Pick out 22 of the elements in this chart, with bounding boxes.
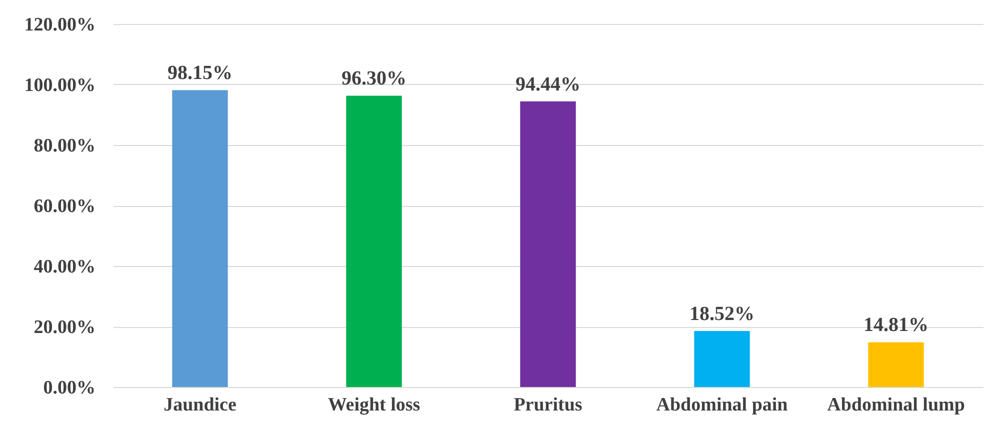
y-tick-label: 100.00% <box>24 75 96 96</box>
x-tick-label: Pruritus <box>514 394 582 416</box>
y-tick-label: 80.00% <box>34 136 96 156</box>
y-tick-label: 20.00% <box>34 317 96 338</box>
bar <box>694 330 750 387</box>
y-tick-label: 60.00% <box>34 196 96 217</box>
x-tick-label: Weight loss <box>328 394 420 416</box>
data-label: 96.30% <box>342 68 406 90</box>
data-label: 98.15% <box>168 62 232 84</box>
y-tick-label: 40.00% <box>34 256 96 278</box>
data-label: 18.52% <box>690 302 754 325</box>
y-tick-label: 120.00% <box>24 14 96 36</box>
x-tick-label: Abdominal pain <box>656 394 788 416</box>
bar <box>520 101 576 387</box>
x-tick-label: Jaundice <box>164 394 236 416</box>
y-tick-label: 0.00% <box>43 378 96 398</box>
bar <box>346 96 402 387</box>
bar <box>868 342 924 387</box>
data-label: 14.81% <box>864 314 928 336</box>
data-label: 94.44% <box>516 73 580 96</box>
bar <box>172 90 228 387</box>
x-tick-label: Abdominal lump <box>827 394 965 416</box>
